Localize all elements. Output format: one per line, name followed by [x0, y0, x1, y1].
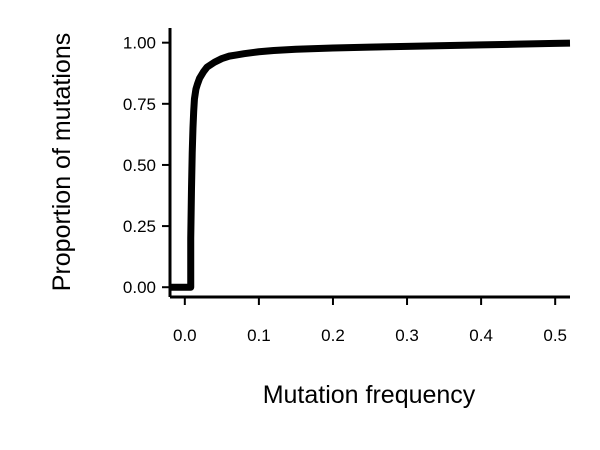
x-tick-label: 0.2	[321, 326, 345, 345]
x-tick-label: 0.4	[469, 326, 493, 345]
x-tick-label: 0.0	[173, 326, 197, 345]
cdf-line	[170, 39, 571, 291]
y-tick-label: 0.25	[123, 217, 156, 236]
x-axis-title: Mutation frequency	[263, 381, 476, 409]
y-tick-label: 0.50	[123, 156, 156, 175]
y-tick-label: 1.00	[123, 34, 156, 53]
x-ticks: 0.0 0.1 0.2 0.3 0.4 0.5	[173, 297, 567, 345]
axes: 0.00 0.25 0.50 0.75 1.00 0.0 0.1 0.2 0.3 0.4 0.5	[123, 28, 570, 345]
y-axis-title: Proportion of mutations	[48, 33, 76, 291]
y-ticks: 0.00 0.25 0.50 0.75 1.00	[123, 34, 170, 297]
x-tick-label: 0.3	[395, 326, 419, 345]
y-tick-label: 0.00	[123, 278, 156, 297]
y-tick-label: 0.75	[123, 95, 156, 114]
x-tick-label: 0.5	[543, 326, 567, 345]
plot-area	[170, 39, 571, 291]
x-tick-label: 0.1	[247, 326, 271, 345]
